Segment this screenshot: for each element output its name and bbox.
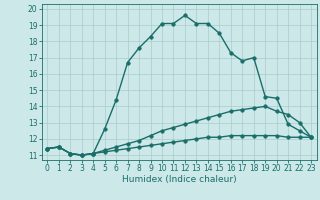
X-axis label: Humidex (Indice chaleur): Humidex (Indice chaleur) <box>122 175 236 184</box>
